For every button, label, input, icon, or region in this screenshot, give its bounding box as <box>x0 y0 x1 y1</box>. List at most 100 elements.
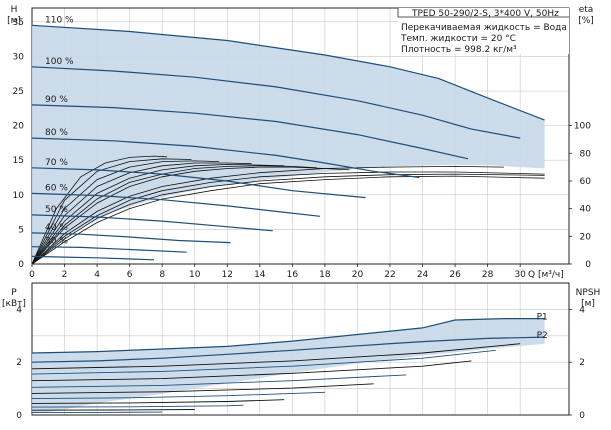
top-y-axis-label: H <box>11 5 18 15</box>
efficiency-curve-5 <box>31 165 317 265</box>
bottom-y2-axis-label: NPSH <box>576 288 601 298</box>
head-curve-label-5: 60 % <box>45 183 68 193</box>
bottom-y2-tick-label-2: 4 <box>579 305 585 315</box>
head-curve-label-7: 40 % <box>45 223 68 233</box>
head-curve-5 <box>31 192 321 217</box>
power-curve-7 <box>31 404 244 408</box>
head-curves: 110 % 100 % 90 % 80 % 70 % 60 % 50 % 40 % 30 % <box>31 15 545 261</box>
head-curve-label-3: 80 % <box>45 128 68 138</box>
x-tick-label-12: 24 <box>417 270 429 280</box>
x-tick-label-4: 8 <box>159 270 165 280</box>
efficiency-curve-1 <box>31 171 545 265</box>
bottom-plot-frame <box>31 282 570 416</box>
bottom-y-axis-label: P <box>11 288 17 298</box>
efficiency-curve-0 <box>31 173 545 265</box>
top-y2-axis-label: eta <box>579 5 594 15</box>
x-tick-label-11: 22 <box>384 270 395 280</box>
power-curve-0 <box>31 343 521 370</box>
x-axis-label: Q [м³/ч] <box>528 270 564 280</box>
head-curve-4 <box>31 167 366 199</box>
bottom-y-tick-label-0: 0 <box>16 411 22 421</box>
x-tick-label-15: 30 <box>514 270 526 280</box>
power-main-curves: P1 P2 <box>31 313 548 363</box>
y-tick-label-2: 10 <box>13 191 25 201</box>
head-curve-0 <box>31 24 545 121</box>
efficiency-curve-4 <box>31 166 350 265</box>
head-curve-label-2: 90 % <box>45 95 68 105</box>
y2-tick-label-1: 20 <box>580 232 592 242</box>
head-curve-label-1: 100 % <box>45 57 74 67</box>
power-curve-2 <box>31 360 472 382</box>
head-curve-2 <box>31 104 469 160</box>
top-y-axis-unit: [м] <box>7 16 21 26</box>
head-curve-label-6: 50 % <box>45 205 68 215</box>
info-fluid: Перекачиваемая жидкость = Вода <box>401 23 567 33</box>
y-tick-label-6: 30 <box>13 52 25 62</box>
y2-tick-label-3: 60 <box>580 177 592 187</box>
top-y-ticks: 0 5 10 15 20 25 30 35 <box>13 18 25 270</box>
head-curve-label-0: 110 % <box>45 15 74 25</box>
head-curve-1 <box>31 66 521 139</box>
y-tick-label-7: 35 <box>13 18 24 28</box>
head-curve-9 <box>31 255 155 261</box>
efficiency-curve-3 <box>31 165 504 265</box>
y2-tick-label-0: 0 <box>585 260 591 270</box>
power-curves <box>31 343 521 414</box>
head-curve-label-4: 70 % <box>45 158 68 168</box>
power-curve-8 <box>31 409 195 411</box>
top-y2-axis-unit: [%] <box>578 16 594 26</box>
x-tick-label-5: 10 <box>189 270 201 280</box>
power-main-curve-1 <box>31 336 545 363</box>
power-curve-1 <box>31 349 496 375</box>
bottom-y-tick-label-1: 2 <box>16 358 22 368</box>
head-curve-3 <box>31 137 420 179</box>
head-curve-7 <box>31 232 231 244</box>
power-curve-9 <box>31 411 163 414</box>
efficiency-curve-6 <box>31 163 285 265</box>
y-tick-label-0: 0 <box>18 260 24 270</box>
bottom-y2-ticks: 0 2 4 <box>569 305 585 421</box>
x-tick-label-7: 14 <box>254 270 266 280</box>
x-tick-label-9: 18 <box>319 270 331 280</box>
power-curve-5 <box>31 391 325 400</box>
chart-title: TPED 50-290/2-S, 3*400 V, 50Hz <box>411 9 559 19</box>
bottom-y2-tick-label-1: 2 <box>579 358 585 368</box>
power-curve-3 <box>31 374 407 388</box>
y-tick-label-1: 5 <box>18 225 24 235</box>
head-curve-6 <box>31 214 273 232</box>
efficiency-curve-10 <box>31 155 168 265</box>
x-tick-label-3: 6 <box>127 270 133 280</box>
top-y2-ticks: 0 20 40 60 80 100 <box>569 122 591 270</box>
efficiency-curves <box>31 155 545 265</box>
info-box <box>398 8 569 54</box>
efficiency-curve-9 <box>31 158 192 265</box>
efficiency-curve-8 <box>31 160 220 265</box>
power-main-curve-0 <box>31 318 545 354</box>
top-envelope-area <box>32 25 545 264</box>
y-tick-label-4: 20 <box>13 122 25 132</box>
bottom-y2-tick-label-0: 0 <box>579 411 585 421</box>
bottom-y2-axis-unit: [м] <box>581 299 595 309</box>
y2-tick-label-5: 100 <box>574 122 591 132</box>
top-x-ticks: 0 2 4 6 8 10 12 14 16 18 20 22 24 26 28 30 <box>29 264 526 280</box>
x-tick-label-2: 4 <box>94 270 100 280</box>
x-tick-label-6: 12 <box>222 270 233 280</box>
x-tick-label-1: 2 <box>62 270 68 280</box>
info-temperature: Темп. жидкости = 20 °C <box>400 34 516 44</box>
x-tick-label-8: 16 <box>287 270 299 280</box>
power-curve-label-1: P2 <box>537 331 548 341</box>
x-tick-label-13: 26 <box>449 270 461 280</box>
power-curve-4 <box>31 383 374 394</box>
y-tick-label-5: 25 <box>13 87 24 97</box>
y2-tick-label-2: 40 <box>580 205 592 215</box>
power-curve-label-0: P1 <box>537 313 548 323</box>
x-tick-label-0: 0 <box>29 270 35 280</box>
head-curve-8 <box>31 246 187 253</box>
x-tick-label-10: 20 <box>352 270 364 280</box>
info-density: Плотность = 998.2 кг/м³ <box>401 45 517 55</box>
power-curve-6 <box>31 399 285 404</box>
efficiency-curve-7 <box>31 162 252 265</box>
top-operating-envelope <box>32 25 545 264</box>
